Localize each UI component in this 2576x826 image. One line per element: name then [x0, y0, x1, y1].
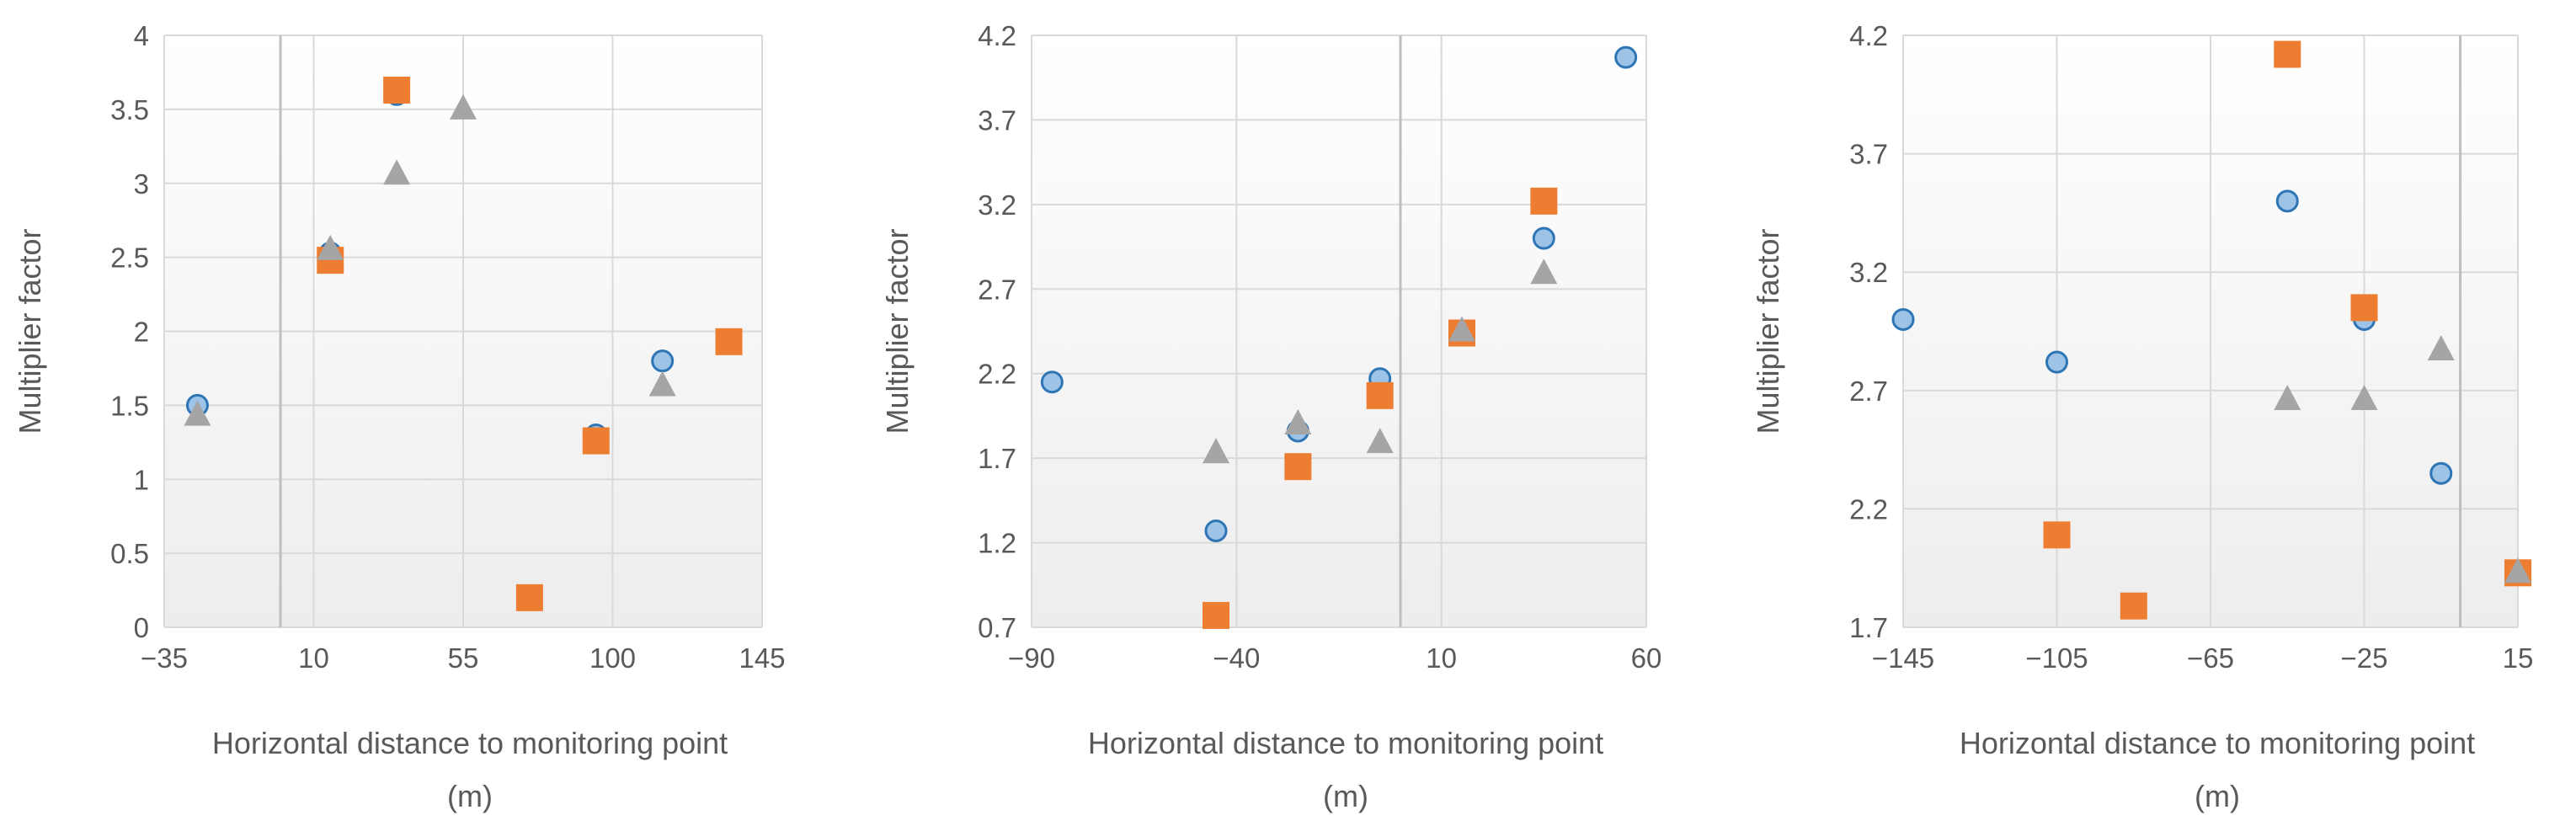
triangle-point: [648, 370, 676, 397]
y-tick-labels: 1.7 2.2 2.7 3.2 3.7 4.2: [1849, 20, 1888, 643]
x-axis-label-unit: (m): [1323, 779, 1368, 813]
square-point: [2120, 592, 2147, 620]
y-tick-label: 3.2: [978, 189, 1016, 221]
y-tick-labels: 0 0.5 1 1.5 2 2.5 3 3.5 4: [110, 20, 149, 643]
square-point: [2043, 521, 2071, 549]
square-point: [715, 328, 743, 355]
triangle-point: [2504, 557, 2531, 584]
chart-panel-1: −35 10 55 100 145 0 0.5 1 1.5 2 2.5 3 3.5 4 Multipli…: [13, 20, 786, 813]
x-tick-labels: −145 −105 −65 −25 15: [1872, 642, 2534, 674]
circle-point: [1532, 226, 1555, 250]
triangle-point: [2350, 385, 2378, 411]
y-tick-label: 2.2: [978, 359, 1016, 390]
x-axis-label-unit: (m): [447, 779, 493, 813]
triangle-point: [2427, 334, 2455, 360]
y-tick-label: 0.5: [110, 538, 149, 569]
y-tick-label: 1.2: [978, 528, 1016, 559]
x-tick-label: −35: [141, 642, 188, 674]
data-points: [1040, 45, 1638, 629]
circle-point: [2045, 350, 2068, 374]
square-point: [582, 427, 610, 455]
y-tick-labels: 0.7 1.2 1.7 2.2 2.7 3.2 3.7 4.2: [978, 20, 1016, 643]
triangle-point: [450, 93, 477, 120]
square-point: [2350, 294, 2378, 322]
x-tick-label: −90: [1008, 642, 1055, 674]
y-gridlines: [1903, 35, 2518, 628]
y-tick-label: 3.5: [110, 94, 149, 125]
chart-panel-2: −90 −40 10 60 0.7 1.2 1.7 2.2 2.7 3.2 3.7 4.2 Mult…: [880, 20, 1661, 813]
square-point: [1530, 187, 1558, 215]
triangle-point: [383, 159, 411, 185]
y-tick-label: 3.7: [978, 104, 1016, 136]
y-tick-label: 2.7: [978, 274, 1016, 305]
y-tick-label: 2.5: [110, 242, 149, 274]
circle-point: [1614, 45, 1638, 69]
x-tick-label: 10: [1426, 642, 1457, 674]
y-axis-label: Multiplier factor: [13, 228, 47, 434]
square-point: [383, 77, 411, 104]
y-tick-label: 2.2: [1849, 493, 1888, 525]
circle-point: [1040, 370, 1064, 394]
square-point: [1366, 381, 1394, 409]
circle-point: [2429, 461, 2453, 485]
triangle-point: [317, 234, 344, 260]
square-point: [2274, 40, 2301, 68]
y-gridlines: [164, 35, 762, 628]
triangle-point: [1530, 258, 1558, 285]
y-tick-label: 4.2: [978, 20, 1016, 51]
y-axis-label: Multiplier factor: [1751, 228, 1785, 434]
y-tick-label: 1.5: [110, 390, 149, 421]
y-tick-label: 0.7: [978, 612, 1016, 643]
y-tick-label: 1.7: [1849, 612, 1888, 643]
y-tick-label: 3: [134, 168, 149, 200]
circle-point: [1891, 307, 1915, 331]
x-axis-label-unit: (m): [2195, 779, 2240, 813]
x-tick-label: 100: [589, 642, 636, 674]
x-axis-label: Horizontal distance to monitoring point: [212, 726, 728, 760]
triangle-point: [2274, 385, 2301, 411]
triangle-point: [1203, 438, 1229, 464]
x-tick-label: 15: [2503, 642, 2534, 674]
triangle-point: [1366, 428, 1394, 454]
triangle-point: [1284, 408, 1312, 434]
y-tick-label: 1: [134, 464, 149, 495]
y-tick-label: 1.7: [978, 443, 1016, 474]
y-gridlines: [1032, 35, 1646, 628]
y-tick-label: 3.7: [1849, 139, 1888, 170]
x-tick-label: −65: [2187, 642, 2234, 674]
y-tick-label: 0: [134, 612, 149, 643]
square-point: [1284, 453, 1312, 481]
y-axis-label: Multiplier factor: [880, 228, 915, 434]
y-tick-label: 4: [134, 20, 149, 51]
x-tick-label: −105: [2025, 642, 2088, 674]
plot-area: [1032, 35, 1646, 627]
square-point: [515, 584, 543, 611]
y-tick-label: 3.2: [1849, 257, 1888, 288]
x-tick-labels: −90 −40 10 60: [1008, 642, 1661, 674]
x-tick-label: 60: [1631, 642, 1662, 674]
x-axis-label: Horizontal distance to monitoring point: [1088, 726, 1603, 760]
data-points: [1891, 40, 2531, 620]
x-tick-label: 10: [298, 642, 329, 674]
x-tick-labels: −35 10 55 100 145: [141, 642, 786, 674]
x-tick-label: −145: [1872, 642, 1934, 674]
x-gridlines: [1031, 35, 1647, 627]
x-axis-label: Horizontal distance to monitoring point: [1960, 726, 2475, 760]
triangle-point: [1448, 316, 1475, 342]
x-tick-label: −40: [1213, 642, 1260, 674]
data-points: [184, 77, 743, 611]
circle-point: [651, 349, 675, 373]
y-tick-label: 2.7: [1849, 376, 1888, 407]
x-tick-label: 145: [739, 642, 785, 674]
circle-point: [1204, 520, 1228, 543]
triangle-point: [184, 400, 211, 426]
circle-point: [2275, 189, 2299, 213]
chart-panel-3: −145 −105 −65 −25 15 1.7 2.2 2.7 3.2 3.7 4.2 Mult…: [1751, 20, 2533, 813]
x-tick-label: 55: [448, 642, 479, 674]
square-point: [1203, 601, 1229, 629]
y-tick-label: 2: [134, 317, 149, 348]
y-tick-label: 4.2: [1849, 20, 1888, 51]
x-tick-label: −25: [2341, 642, 2388, 674]
